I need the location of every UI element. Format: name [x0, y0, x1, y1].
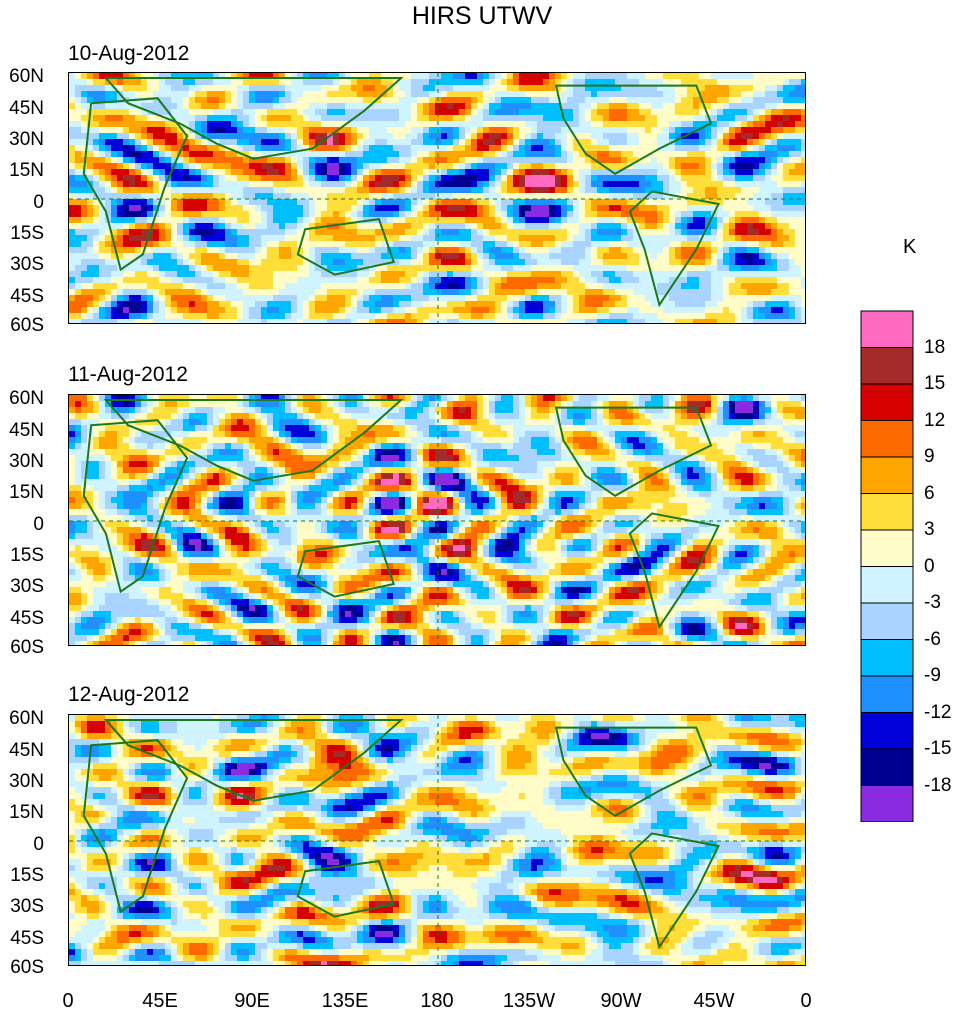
- map-panel-1: [68, 72, 806, 324]
- lat-tick-label: 45N: [9, 98, 44, 119]
- figure-title: HIRS UTWV: [411, 2, 553, 30]
- lon-tick-label: 90W: [600, 990, 642, 1012]
- colorbar-label: 6: [924, 483, 935, 504]
- lat-tick-label: 15S: [10, 865, 44, 886]
- colorbar-swatch: [860, 383, 914, 421]
- colorbar-swatch: [860, 712, 914, 750]
- colorbar-swatch: [860, 748, 914, 786]
- colorbar-label: -6: [924, 629, 941, 650]
- colorbar-label: 0: [924, 556, 935, 577]
- lat-tick-label: 30N: [9, 451, 44, 472]
- lat-tick-label: 0: [33, 834, 44, 855]
- colorbar-swatch: [860, 347, 914, 385]
- coastline: [82, 97, 189, 272]
- lat-tick-label: 60N: [9, 66, 44, 87]
- lon-tick-label: 45E: [142, 990, 178, 1012]
- panel-3-date: 12-Aug-2012: [68, 683, 190, 706]
- lat-tick-label: 45S: [10, 928, 44, 949]
- lat-tick-label: 60S: [10, 315, 44, 336]
- colorbar-swatch: [860, 529, 914, 567]
- colorbar-label: -15: [924, 738, 952, 759]
- colorbar-label: 9: [924, 446, 935, 467]
- lat-tick-label: 15S: [10, 223, 44, 244]
- colorbar-swatch: [860, 420, 914, 458]
- lat-tick-label: 30N: [9, 771, 44, 792]
- colorbar-swatch: [860, 602, 914, 640]
- colorbar: [860, 310, 914, 822]
- coastline: [628, 832, 720, 950]
- colorbar-swatch: [860, 493, 914, 531]
- lat-tick-label: 15N: [9, 160, 44, 181]
- lat-tick-label: 30S: [10, 896, 44, 917]
- lat-tick-label: 45S: [10, 608, 44, 629]
- coastline: [296, 540, 396, 598]
- coastline: [554, 406, 713, 497]
- coastline: [103, 719, 404, 802]
- lon-tick-label: 45W: [693, 990, 735, 1012]
- lon-tick-label: 0: [62, 990, 74, 1012]
- colorbar-swatch: [860, 456, 914, 494]
- coastline: [296, 860, 396, 918]
- coastline: [554, 726, 713, 817]
- lat-tick-label: 0: [33, 514, 44, 535]
- coastline: [82, 419, 189, 594]
- lon-tick-label: 135E: [321, 990, 369, 1012]
- lat-tick-label: 45N: [9, 740, 44, 761]
- lat-tick-label: 45N: [9, 420, 44, 441]
- panel-2-date: 11-Aug-2012: [68, 363, 188, 386]
- colorbar-swatch: [860, 785, 914, 822]
- colorbar-swatch: [860, 675, 914, 713]
- panel-1-date: 10-Aug-2012: [68, 42, 190, 65]
- colorbar-label: 12: [924, 410, 946, 431]
- colorbar-label: -3: [924, 592, 941, 613]
- colorbar-label: -9: [924, 665, 941, 686]
- colorbar-label: -18: [924, 775, 952, 796]
- coastline: [628, 512, 720, 630]
- map-panel-2: [68, 394, 806, 646]
- colorbar-label: -12: [924, 702, 952, 723]
- lon-tick-label: 90E: [234, 990, 270, 1012]
- colorbar-swatch: [860, 566, 914, 604]
- lat-tick-label: 45S: [10, 286, 44, 307]
- lat-tick-label: 60N: [9, 388, 44, 409]
- lat-tick-label: 30N: [9, 129, 44, 150]
- anomaly-field: [69, 715, 805, 965]
- coastline: [554, 84, 713, 175]
- lat-tick-label: 30S: [10, 254, 44, 275]
- colorbar-unit: K: [903, 236, 917, 258]
- lat-tick-label: 0: [33, 192, 44, 213]
- colorbar-swatch: [860, 639, 914, 677]
- coastline: [82, 739, 189, 914]
- coastline: [103, 77, 404, 160]
- lat-tick-label: 60S: [10, 957, 44, 978]
- colorbar-label: 18: [924, 337, 946, 358]
- lat-tick-label: 15N: [9, 802, 44, 823]
- lon-tick-label: 0: [800, 990, 812, 1012]
- lat-tick-label: 60S: [10, 637, 44, 658]
- anomaly-field: [69, 73, 805, 323]
- lat-tick-label: 60N: [9, 708, 44, 729]
- lat-tick-label: 15S: [10, 545, 44, 566]
- coastline: [296, 218, 396, 276]
- coastline: [103, 399, 404, 482]
- lon-tick-label: 180: [420, 990, 454, 1012]
- colorbar-label: 3: [924, 519, 935, 540]
- lat-tick-label: 15N: [9, 482, 44, 503]
- map-panel-3: [68, 714, 806, 966]
- coastline: [628, 190, 720, 308]
- colorbar-swatch: [860, 310, 914, 348]
- anomaly-field: [69, 395, 805, 645]
- lat-tick-label: 30S: [10, 576, 44, 597]
- colorbar-label: 15: [924, 373, 946, 394]
- lon-tick-label: 135W: [502, 990, 556, 1012]
